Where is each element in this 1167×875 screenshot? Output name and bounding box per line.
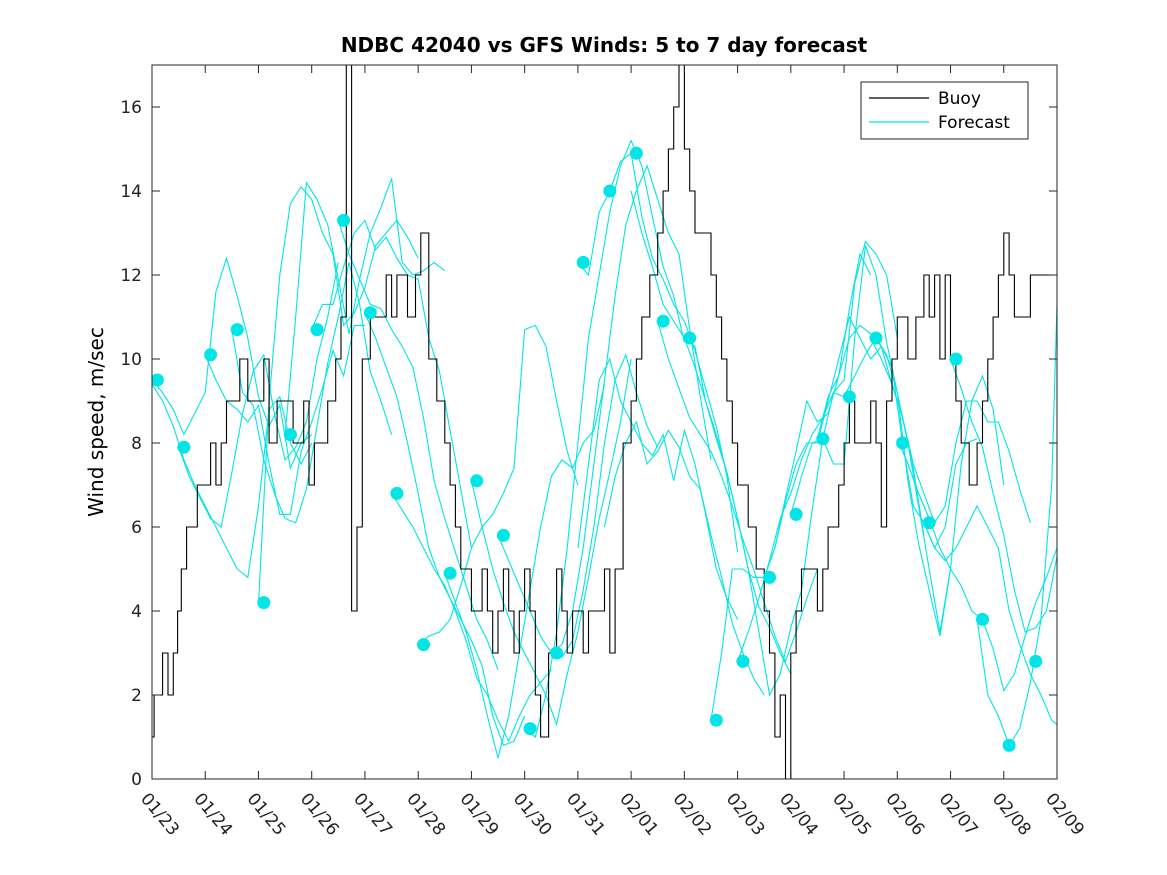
forecast-marker-16: [550, 646, 564, 660]
forecast-marker-34: [1029, 654, 1043, 668]
forecast-marker-19: [629, 146, 643, 160]
forecast-marker-8: [337, 213, 351, 227]
forecast-marker-3: [204, 348, 218, 362]
y-tick-label-16: 16: [120, 98, 142, 118]
forecast-marker-2: [177, 440, 191, 454]
forecast-series-line-14: [470, 358, 632, 727]
legend-label-forecast: Forecast: [938, 113, 1010, 133]
chart-title: NDBC 42040 vs GFS Winds: 5 to 7 day fore…: [341, 33, 868, 57]
forecast-marker-23: [736, 654, 750, 668]
forecast-marker-5: [257, 596, 271, 610]
forecast-series-line-33: [949, 358, 1057, 633]
forecast-marker-27: [842, 390, 856, 404]
forecast-series-line-17: [550, 164, 712, 654]
forecast-series-line-32: [923, 504, 1057, 725]
forecast-series-line-10: [364, 312, 526, 747]
forecast-marker-33: [1002, 738, 1016, 752]
forecast-series-line-5: [231, 262, 393, 524]
legend: Buoy Forecast: [860, 81, 1029, 140]
forecast-marker-25: [789, 507, 803, 521]
forecast-marker-29: [896, 436, 910, 450]
forecast-marker-32: [976, 612, 989, 626]
forecast-marker-6: [283, 428, 297, 442]
data-group: [152, 65, 1057, 779]
forecast-marker-21: [683, 331, 697, 345]
forecast-marker-12: [443, 566, 457, 580]
y-tick-label-2: 2: [131, 686, 142, 706]
y-axis-label: Wind speed, m/sec: [84, 327, 108, 517]
forecast-series-line-13: [444, 384, 606, 759]
forecast-marker-10: [390, 486, 404, 500]
buoy-line: [152, 65, 1052, 779]
forecast-series-line-2: [152, 383, 313, 579]
forecast-marker-24: [763, 570, 776, 584]
forecast-series-line-28: [816, 324, 978, 550]
forecast-series-line-12: [417, 324, 579, 646]
forecast-series-line-29: [843, 336, 1005, 633]
axes-box: [151, 64, 1058, 780]
forecast-series-line-21: [630, 190, 792, 675]
y-tick-label-12: 12: [120, 266, 142, 286]
forecast-series-line-30: [870, 337, 1031, 525]
forecast-marker-18: [603, 184, 617, 198]
forecast-marker-4: [230, 323, 244, 337]
y-tick-label-8: 8: [131, 434, 142, 454]
forecast-series-line-19: [577, 357, 739, 620]
forecast-marker-17: [576, 255, 590, 269]
forecast-marker-20: [656, 314, 670, 328]
forecast-marker-14: [496, 528, 510, 542]
forecast-series-line-24: [710, 252, 872, 721]
forecast-marker-26: [816, 432, 830, 446]
forecast-series-line-22: [657, 321, 818, 663]
forecast-marker-15: [523, 722, 537, 736]
forecast-series-line-11: [391, 493, 552, 743]
forecast-marker-28: [869, 331, 883, 345]
forecast-series-line-4: [204, 324, 365, 515]
forecast-marker-30: [922, 516, 936, 530]
forecast-marker-13: [470, 474, 484, 488]
plot-area: [152, 65, 1057, 779]
forecast-marker-11: [417, 638, 430, 652]
forecast-marker-9: [363, 306, 377, 320]
y-tick-label-14: 14: [120, 182, 142, 202]
forecast-series-line-23: [683, 337, 845, 697]
forecast-series-line-34: [976, 304, 1057, 747]
forecast-series-line-7: [284, 178, 446, 435]
forecast-series-line-6: [257, 185, 419, 603]
y-tick-label-4: 4: [131, 602, 142, 622]
forecast-marker-31: [949, 352, 963, 366]
legend-box: [860, 81, 1029, 140]
y-tick-label-10: 10: [120, 350, 142, 370]
y-tick-label-6: 6: [131, 518, 142, 538]
forecast-series-line-3: [178, 262, 339, 528]
forecast-series-line-31: [896, 438, 1057, 693]
forecast-marker-22: [709, 713, 723, 727]
forecast-marker-7: [310, 323, 324, 337]
legend-label-buoy: Buoy: [938, 89, 981, 109]
forecast-marker-1: [152, 373, 164, 387]
y-tick-label-0: 0: [131, 770, 142, 790]
